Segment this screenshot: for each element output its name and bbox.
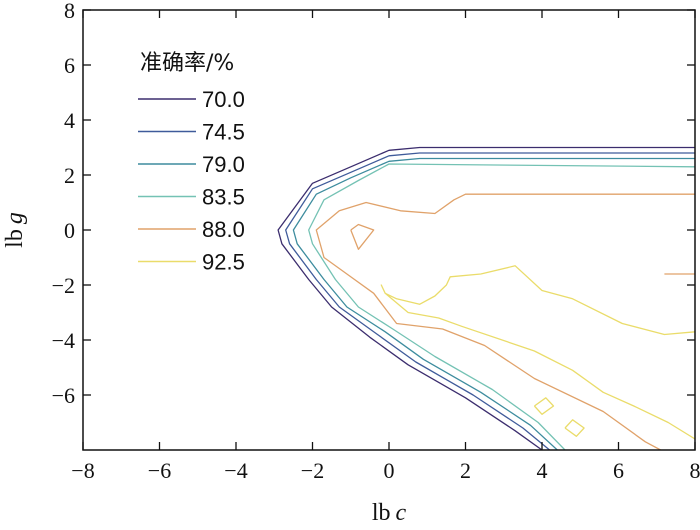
x-axis-label: lb c	[372, 500, 407, 526]
y-axis-label-prefix: lb	[2, 229, 28, 248]
x-tick-label: −2	[301, 458, 324, 483]
y-tick-label: −2	[52, 273, 75, 298]
x-tick-label: 4	[537, 458, 548, 483]
y-axis-label-variable: g	[2, 212, 28, 224]
contour-lines	[277, 146, 695, 450]
x-tick-label: 0	[384, 458, 395, 483]
legend-label: 70.0	[202, 87, 245, 112]
legend-label: 83.5	[202, 185, 245, 210]
y-axis-label: lb g	[2, 212, 28, 248]
contour-line-83-5-0	[308, 163, 695, 450]
legend-label: 79.0	[202, 152, 245, 177]
legend: 准确率/% 70.0 74.5 79.0 83.5 88.0 92.5	[138, 51, 245, 275]
legend-label: 88.0	[202, 217, 245, 242]
contour-line-92-5-1	[533, 397, 555, 415]
y-tick-label: 8	[64, 0, 75, 23]
x-axis-label-prefix: lb	[372, 500, 391, 526]
contour-line-92-5-0	[380, 265, 695, 440]
x-tick-label: 2	[460, 458, 471, 483]
y-tick-label: 6	[64, 53, 75, 78]
x-tick-label: 8	[690, 458, 700, 483]
plot-frame	[82, 9, 696, 451]
y-tick-label: −6	[52, 383, 75, 408]
contour-line-88-0-0	[315, 193, 695, 450]
y-tick-label: 0	[64, 218, 75, 243]
contour-line-79-0-0	[292, 157, 695, 450]
axis-ticks: −8 −6 −4 −2 0 2 4 6 8 8 6 4 2 0 −2 −4 −6	[52, 0, 700, 483]
x-tick-label: 6	[613, 458, 624, 483]
y-tick-label: 2	[64, 163, 75, 188]
contour-line-92-5-2	[564, 419, 585, 437]
y-tick-label: 4	[64, 108, 75, 133]
contour-line-88-0-1	[350, 223, 375, 250]
contour-line-74-5-0	[285, 152, 695, 450]
contour-line-70-0-0	[277, 146, 695, 450]
x-tick-label: −4	[224, 458, 247, 483]
legend-label: 92.5	[202, 250, 245, 275]
legend-title: 准确率/%	[140, 51, 234, 76]
x-tick-label: −8	[71, 458, 94, 483]
y-tick-label: −4	[52, 328, 75, 353]
x-tick-label: −6	[148, 458, 171, 483]
x-axis-label-variable: c	[396, 500, 407, 526]
legend-label: 74.5	[202, 120, 245, 145]
